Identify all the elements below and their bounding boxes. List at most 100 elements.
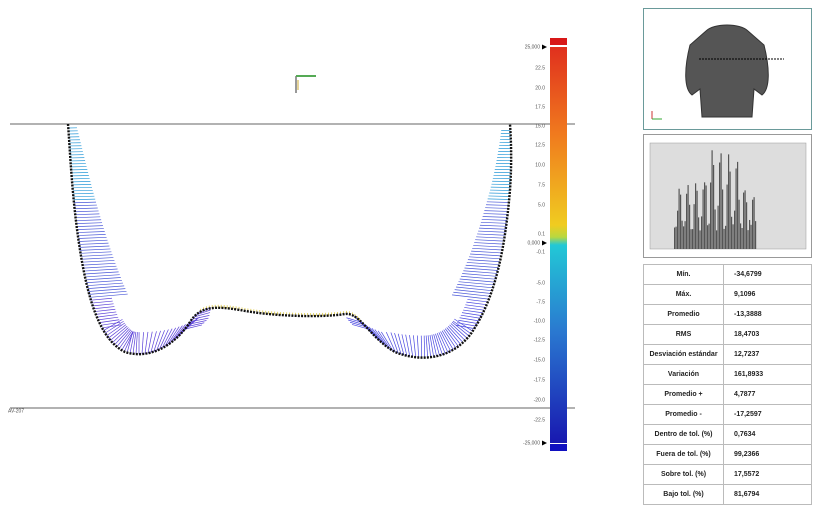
whisker (84, 269, 118, 271)
whisker (479, 228, 506, 229)
scale-label: -10.0 (534, 318, 546, 324)
whisker (483, 216, 508, 217)
stat-name: Bajo tol. (%) (644, 485, 724, 505)
whisker (77, 229, 104, 230)
whisker (87, 283, 123, 286)
histogram-bar (679, 189, 680, 249)
whisker (463, 271, 497, 274)
histogram-bar (739, 200, 740, 249)
stat-name: Variación (644, 365, 724, 385)
histogram-bar (703, 189, 704, 249)
histogram-bar (686, 194, 687, 249)
whisker (73, 196, 94, 197)
scale-label: 0,000 (527, 240, 540, 246)
axis-icon (296, 76, 316, 93)
stat-value: 17,5572 (724, 465, 812, 485)
scale-label: 20.0 (535, 85, 545, 91)
stat-value: -17,2597 (724, 405, 812, 425)
histogram-bar (737, 162, 738, 249)
histogram-bar (751, 225, 752, 249)
whisker (398, 334, 404, 355)
whisker (467, 299, 487, 301)
scale-label: -0.1 (536, 249, 545, 255)
whisker (458, 282, 493, 285)
scale-label: -17.5 (534, 377, 546, 383)
histogram-bar (748, 230, 749, 249)
histogram-bar (712, 150, 713, 249)
whisker (74, 199, 96, 200)
histogram-bar (707, 225, 708, 249)
whisker (142, 332, 144, 354)
whisker (81, 255, 112, 257)
whisker (80, 249, 110, 250)
whisker (88, 286, 124, 289)
histogram-bar (701, 216, 702, 249)
histogram-bar (743, 193, 744, 249)
scale-label: -12.5 (534, 337, 546, 343)
whisker (469, 257, 501, 259)
histogram-bar (683, 226, 684, 249)
whisker (74, 205, 97, 206)
color-scale (550, 47, 567, 443)
stat-name: Promedio + (644, 385, 724, 405)
histogram-bar (695, 183, 696, 249)
whisker (81, 252, 112, 254)
histogram-bar (734, 211, 735, 249)
whisker (99, 320, 119, 323)
whisker (478, 231, 505, 232)
whisker (482, 219, 507, 220)
histogram-bar (700, 230, 701, 249)
whisker (78, 237, 106, 238)
histogram-bar (694, 204, 695, 249)
scale-label: 12.5 (535, 142, 545, 148)
scale-marker (542, 241, 547, 246)
page: AV-207 25,00022.520.017.515.012.510.07.5… (0, 0, 813, 525)
whisker (82, 260, 114, 262)
whisker (73, 190, 93, 191)
histogram-bar (725, 226, 726, 249)
profile-curve (68, 124, 511, 358)
scale-label: -15.0 (534, 357, 546, 363)
whisker (79, 243, 108, 244)
whisker (470, 254, 501, 256)
scale-under (550, 444, 567, 451)
whisker (467, 262, 499, 264)
histogram-bar (718, 206, 719, 249)
whisker (75, 214, 99, 215)
histogram (644, 135, 811, 257)
whisker (83, 266, 116, 268)
histogram-bar (697, 191, 698, 249)
scale-label: 15.0 (535, 123, 545, 129)
whisker (94, 307, 115, 309)
stat-name: Sobre tol. (%) (644, 465, 724, 485)
whisker (484, 211, 508, 212)
whisker (466, 265, 499, 267)
stats-row: Bajo tol. (%)81,6794 (644, 485, 812, 505)
whisker (457, 284, 493, 287)
whisker (488, 196, 509, 197)
histogram-bar (752, 200, 753, 249)
histogram-bar (689, 205, 690, 249)
histogram-bar (685, 221, 686, 249)
whisker (460, 318, 479, 321)
histogram-bar (713, 165, 714, 249)
histogram-bar (692, 229, 693, 249)
histogram-bar (731, 217, 732, 249)
stats-row: Mín.-34,6799 (644, 265, 812, 285)
whisker (480, 225, 506, 226)
whisker (73, 193, 93, 194)
scale-label: 5.0 (538, 202, 545, 208)
histogram-bar (674, 228, 675, 249)
whisker (85, 275, 120, 277)
histogram-bar (709, 224, 710, 249)
stat-value: 81,6794 (724, 485, 812, 505)
whisker (96, 312, 116, 314)
stat-value: 99,2366 (724, 445, 812, 465)
whisker (75, 208, 98, 209)
stat-value: 12,7237 (724, 345, 812, 365)
whisker (82, 258, 114, 260)
stats-row: Máx.9,1096 (644, 285, 812, 305)
whisker (424, 336, 425, 358)
stats-row: Promedio +4,7877 (644, 385, 812, 405)
